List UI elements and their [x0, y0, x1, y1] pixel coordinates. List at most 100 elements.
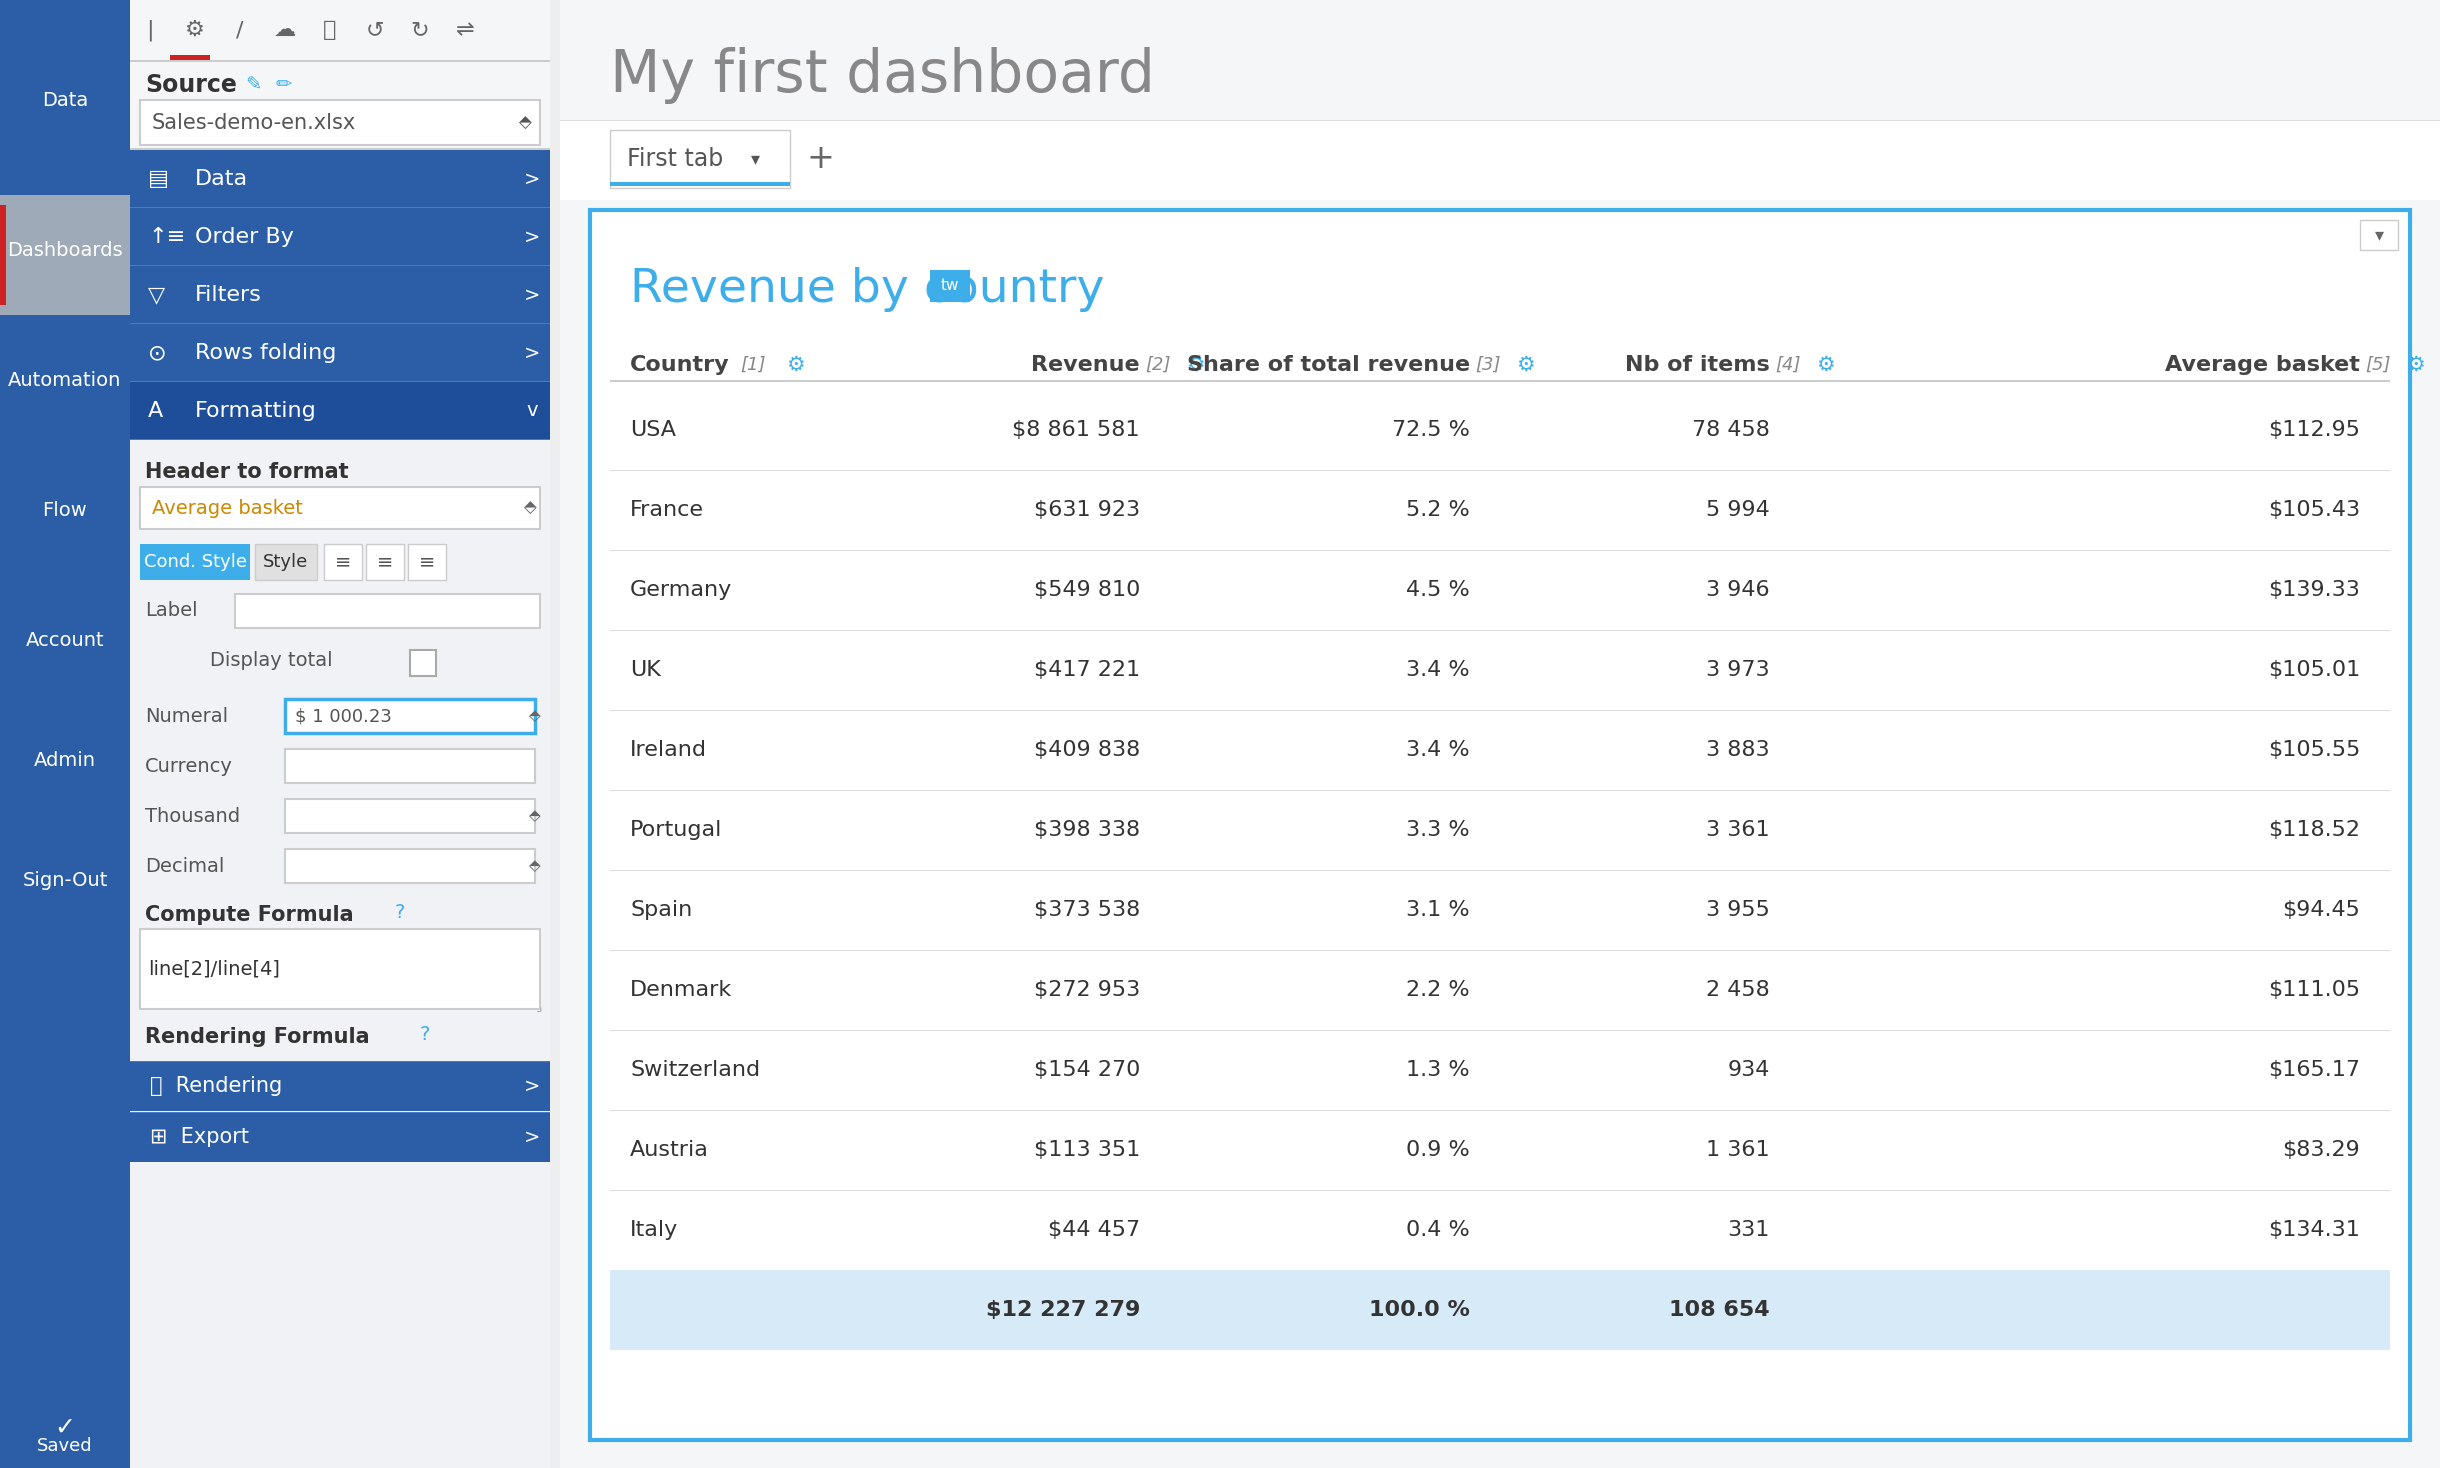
Text: $118.52: $118.52	[2269, 821, 2359, 840]
Bar	[285, 849, 534, 882]
Bar	[590, 210, 2411, 1440]
Bar	[366, 545, 405, 580]
Text: ⚙: ⚙	[1515, 355, 1535, 374]
Text: ↻: ↻	[410, 21, 429, 40]
Text: $113 351: $113 351	[1035, 1141, 1139, 1160]
Text: 3.3 %: 3.3 %	[1405, 821, 1469, 840]
Text: ⚙: ⚙	[786, 355, 805, 374]
Text: ⚙: ⚙	[185, 21, 205, 40]
Text: 3.4 %: 3.4 %	[1405, 740, 1469, 760]
Text: UK: UK	[630, 661, 661, 680]
Text: [4]: [4]	[1774, 357, 1801, 374]
Text: 78 458: 78 458	[1691, 420, 1769, 440]
Text: Display total: Display total	[210, 650, 332, 669]
Text: Decimal: Decimal	[144, 856, 224, 875]
Text: Filters: Filters	[195, 285, 261, 305]
Text: $ 1 000.23: $ 1 000.23	[295, 708, 393, 725]
Text: Italy: Italy	[630, 1220, 678, 1240]
Text: Automation: Automation	[7, 370, 122, 389]
Bar	[129, 266, 549, 324]
Text: ▤: ▤	[149, 169, 168, 189]
Text: >: >	[525, 285, 539, 304]
Text: ?: ?	[395, 903, 405, 922]
Text: $12 227 279: $12 227 279	[986, 1301, 1139, 1320]
Text: Data: Data	[41, 91, 88, 110]
Bar	[561, 0, 2440, 120]
Text: $94.45: $94.45	[2281, 900, 2359, 920]
Text: Numeral: Numeral	[144, 706, 227, 725]
Text: Average basket: Average basket	[151, 499, 303, 518]
Bar	[129, 150, 549, 208]
Bar	[139, 929, 539, 1009]
Text: ✏: ✏	[276, 75, 290, 94]
Text: First tab: First tab	[627, 147, 722, 170]
Bar	[139, 100, 539, 145]
Bar	[129, 208, 549, 266]
Text: >: >	[525, 169, 539, 188]
Text: 2.2 %: 2.2 %	[1405, 981, 1469, 1000]
Text: France: France	[630, 501, 705, 520]
Text: Rendering Formula: Rendering Formula	[144, 1028, 368, 1047]
Text: Label: Label	[144, 600, 198, 619]
Text: Cond. Style: Cond. Style	[144, 553, 246, 571]
Bar	[129, 382, 549, 440]
Text: +: +	[805, 142, 834, 176]
Text: $111.05: $111.05	[2267, 981, 2359, 1000]
Text: Flow: Flow	[41, 501, 88, 520]
Text: ⬘: ⬘	[529, 709, 542, 724]
Bar	[139, 487, 539, 528]
Text: 3 973: 3 973	[1706, 661, 1769, 680]
Bar	[129, 60, 549, 62]
Bar	[285, 749, 534, 782]
Text: 0.4 %: 0.4 %	[1405, 1220, 1469, 1240]
Text: Average basket: Average basket	[2164, 355, 2359, 374]
Bar	[0, 1389, 129, 1468]
Text: ▾: ▾	[2374, 226, 2384, 244]
Text: Style: Style	[264, 553, 307, 571]
Text: ≡: ≡	[420, 552, 434, 571]
Bar	[129, 0, 549, 60]
Text: ✓: ✓	[54, 1417, 76, 1440]
Bar	[610, 182, 791, 186]
Text: Revenue: Revenue	[1032, 355, 1139, 374]
Bar	[2359, 220, 2399, 250]
Text: ⬘: ⬘	[529, 809, 542, 824]
Text: $272 953: $272 953	[1035, 981, 1139, 1000]
Text: 3 946: 3 946	[1706, 580, 1769, 600]
Bar	[285, 699, 534, 733]
Text: Portugal: Portugal	[630, 821, 722, 840]
Text: 5.2 %: 5.2 %	[1405, 501, 1469, 520]
Text: >: >	[525, 228, 539, 247]
Text: Germany: Germany	[630, 580, 732, 600]
Text: 1.3 %: 1.3 %	[1405, 1060, 1469, 1080]
Text: $398 338: $398 338	[1035, 821, 1139, 840]
Text: 3 883: 3 883	[1706, 740, 1769, 760]
Text: [2]: [2]	[1144, 357, 1171, 374]
Text: >: >	[525, 1127, 539, 1147]
Bar	[610, 1270, 2391, 1351]
Text: $83.29: $83.29	[2281, 1141, 2359, 1160]
Bar	[930, 270, 971, 302]
Text: Revenue by country: Revenue by country	[630, 267, 1105, 313]
Text: $105.01: $105.01	[2267, 661, 2359, 680]
Text: Denmark: Denmark	[630, 981, 732, 1000]
Text: $112.95: $112.95	[2269, 420, 2359, 440]
Bar	[407, 545, 447, 580]
Text: 100.0 %: 100.0 %	[1369, 1301, 1469, 1320]
Bar	[129, 324, 549, 382]
Text: 3 361: 3 361	[1706, 821, 1769, 840]
Text: $165.17: $165.17	[2269, 1060, 2359, 1080]
Text: Formatting: Formatting	[195, 401, 317, 421]
Bar	[0, 0, 129, 1468]
Text: Spain: Spain	[630, 900, 693, 920]
Text: Currency: Currency	[144, 756, 232, 775]
Bar	[325, 545, 361, 580]
Text: 0.9 %: 0.9 %	[1405, 1141, 1469, 1160]
Text: Admin: Admin	[34, 750, 95, 769]
Text: Saved: Saved	[37, 1437, 93, 1455]
Text: Share of total revenue: Share of total revenue	[1186, 355, 1469, 374]
Text: ≡: ≡	[376, 552, 393, 571]
Text: [5]: [5]	[2364, 357, 2391, 374]
Text: v: v	[527, 402, 537, 420]
Text: $8 861 581: $8 861 581	[1013, 420, 1139, 440]
